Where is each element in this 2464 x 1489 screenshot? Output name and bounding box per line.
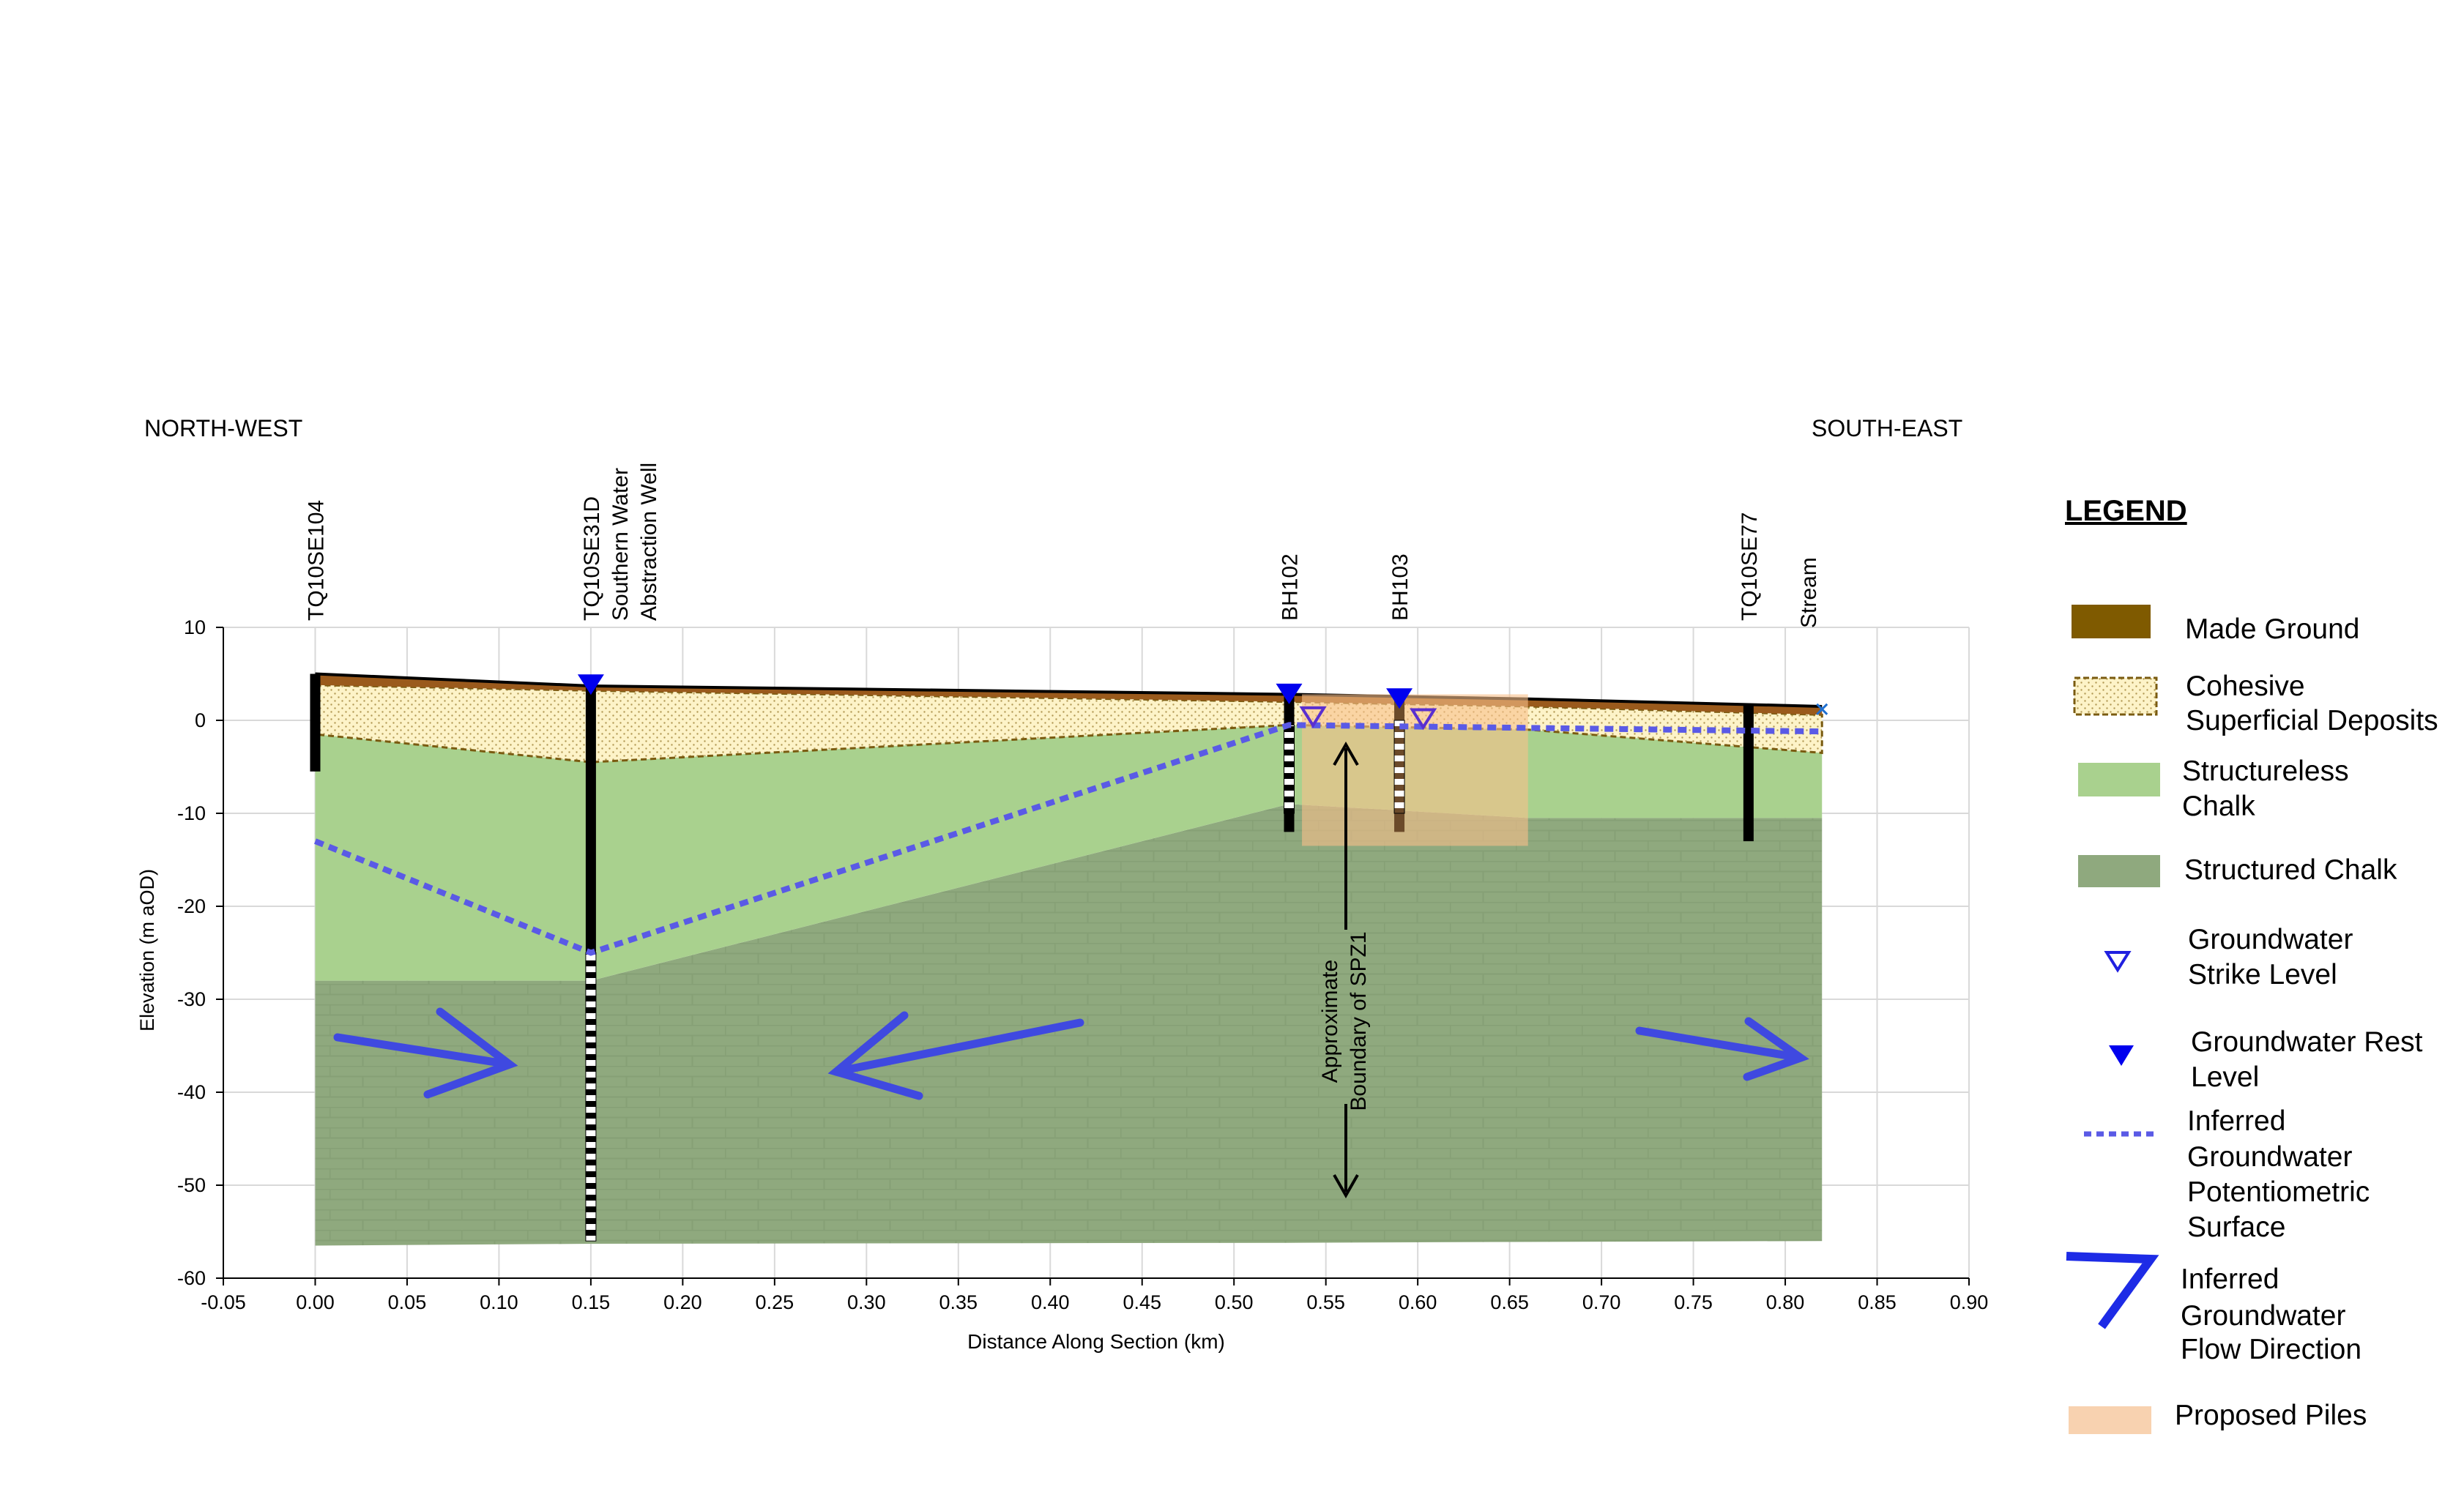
- legend-label: Potentiometric: [2187, 1176, 2370, 1208]
- legend-label: Groundwater: [2181, 1300, 2345, 1332]
- legend-label: Inferred: [2187, 1105, 2285, 1137]
- y-tick-label: -60: [177, 1267, 206, 1289]
- plot: -0.05 0.00 0.05 0.10 0.15 0.20 0.25 0.30 0.35 0.4…: [177, 463, 1988, 1313]
- legend-swatches: [2066, 605, 2160, 1434]
- strike-level: [1299, 706, 1327, 728]
- x-tick-label: 0.25: [756, 1291, 794, 1313]
- x-tick-label: 0.70: [1582, 1291, 1621, 1313]
- legend-label: Superficial Deposits: [2186, 705, 2438, 736]
- borehole-label: Southern Water: [608, 468, 633, 621]
- y-tick-label: 0: [195, 709, 206, 731]
- direction-label: SOUTH-EAST: [1812, 415, 1962, 441]
- labels: NORTH-WEST SOUTH-EAST Elevation (m aOD) …: [136, 415, 2187, 1353]
- stream-marker: [1816, 703, 1828, 715]
- swatch: [2073, 676, 2158, 716]
- x-tick-label: 0.00: [296, 1291, 335, 1313]
- rest-level: [1276, 683, 1303, 704]
- annotation-line: Approximate: [1318, 960, 1342, 1083]
- legend-label: Surface: [2187, 1212, 2285, 1243]
- rest-level: [577, 674, 604, 695]
- borehole: [310, 673, 321, 772]
- legend-title: LEGEND: [2065, 495, 2187, 527]
- legend-label: Chalk: [2182, 791, 2255, 822]
- legend-label: Made Ground: [2185, 613, 2359, 645]
- swatch: [2078, 855, 2160, 887]
- legend-label: Flow Direction: [2181, 1334, 2361, 1365]
- flow-arrow: [1635, 1017, 1809, 1081]
- legend-label: Strike Level: [2188, 959, 2337, 990]
- x-tick-label: 0.50: [1215, 1291, 1254, 1313]
- strike-level: [1410, 708, 1437, 731]
- x-tick-label: 0.80: [1766, 1291, 1805, 1313]
- borehole-label: BH103: [1388, 553, 1412, 621]
- x-tick-label: -0.05: [201, 1291, 246, 1313]
- proposed-piles: [1302, 694, 1528, 846]
- borehole-screen: [1283, 724, 1295, 814]
- geology-layer: [313, 684, 1823, 764]
- x-tick-label: 0.85: [1858, 1291, 1897, 1313]
- legend-label: Level: [2191, 1061, 2259, 1093]
- x-tick-label: 0.60: [1399, 1291, 1437, 1313]
- x-tick-label: 0.30: [847, 1291, 886, 1313]
- legend-label: Cohesive: [2186, 671, 2305, 702]
- y-tick-label: -20: [177, 895, 206, 917]
- legend-label: Groundwater Rest: [2191, 1026, 2423, 1058]
- y-tick-label: -30: [177, 988, 206, 1010]
- flow-arrows: [333, 1007, 1809, 1100]
- borehole-label: TQ10SE77: [1738, 512, 1762, 621]
- x-tick-label: 0.65: [1490, 1291, 1529, 1313]
- legend-label: Proposed Piles: [2175, 1400, 2367, 1431]
- x-axis-title: Distance Along Section (km): [967, 1330, 1225, 1353]
- stream-label: Stream: [1797, 557, 1821, 628]
- spz-arrow-up: [1333, 741, 1359, 930]
- y-tick-label: -10: [177, 802, 206, 824]
- borehole: [1743, 704, 1754, 842]
- x-tick-label: 0.55: [1306, 1291, 1345, 1313]
- flow-arrow: [333, 1007, 518, 1099]
- x-tick-label: 0.40: [1031, 1291, 1070, 1313]
- annotation: Approximate Boundary of SPZ1: [1318, 931, 1371, 1111]
- potentiometric-surface: [313, 722, 1823, 956]
- y-tick-label: 10: [184, 616, 206, 638]
- legend-label: Structured Chalk: [2184, 854, 2397, 886]
- legend-label: Groundwater: [2187, 1141, 2352, 1173]
- borehole-label: TQ10SE31D: [580, 496, 604, 621]
- x-tick-label: 0.15: [572, 1291, 611, 1313]
- y-tick-label: -40: [177, 1081, 206, 1103]
- borehole-label: Abstraction Well: [637, 463, 661, 621]
- x-tick-label: 0.20: [663, 1291, 702, 1313]
- x-tick-label: 0.75: [1674, 1291, 1713, 1313]
- x-tick-label: 0.90: [1950, 1291, 1989, 1313]
- swatch: [2066, 1252, 2159, 1329]
- rest-level: [1386, 688, 1413, 709]
- borehole-screen: [1393, 720, 1405, 814]
- swatch: [2069, 1406, 2151, 1434]
- x-tick-label: 0.45: [1123, 1291, 1161, 1313]
- direction-label: NORTH-WEST: [144, 415, 302, 441]
- spz-arrow-down: [1333, 1104, 1359, 1199]
- y-axis-title: Elevation (m aOD): [136, 869, 158, 1031]
- swatch: [2078, 763, 2160, 796]
- legend-label: Inferred: [2181, 1264, 2279, 1295]
- legend-label: Groundwater: [2188, 924, 2353, 955]
- x-tick-label: 0.05: [388, 1291, 427, 1313]
- swatch: [2104, 951, 2132, 973]
- borehole-screen: [585, 952, 597, 1242]
- flow-arrow: [827, 1011, 1084, 1100]
- y-tick-label: -50: [177, 1174, 206, 1196]
- x-tick-label: 0.10: [480, 1291, 518, 1313]
- swatch: [2109, 1045, 2134, 1066]
- spz-arrows: [1333, 741, 1359, 1199]
- borehole-label: BH102: [1278, 553, 1302, 621]
- swatch: [2072, 605, 2151, 638]
- x-tick-label: 0.35: [939, 1291, 978, 1313]
- annotation-line: Boundary of SPZ1: [1347, 931, 1371, 1111]
- legend-label: Structureless: [2182, 755, 2349, 787]
- borehole-label: TQ10SE104: [304, 500, 328, 621]
